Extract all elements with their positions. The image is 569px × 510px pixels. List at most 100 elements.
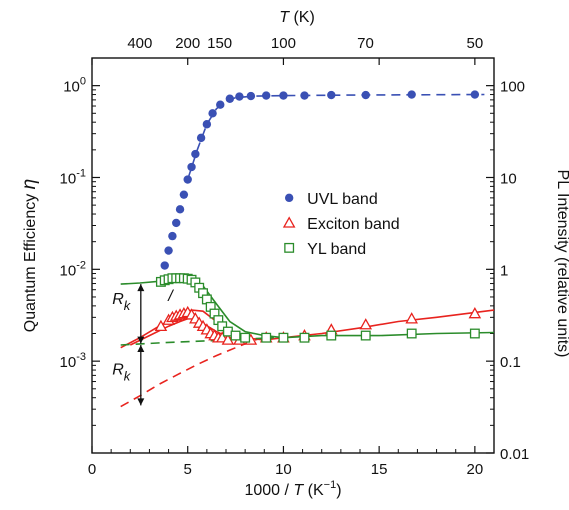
y-left-tick-label: 10-1	[60, 167, 86, 187]
x-axis-title: 1000 / T (K−1)	[244, 479, 341, 499]
y-left-axis-title: Quantum Efficiency η	[19, 179, 40, 332]
rk-arrow-upper-head	[137, 284, 145, 292]
y-left-tick-exponent: -3	[76, 351, 86, 363]
rk-annotation-var: R	[112, 291, 124, 308]
y-right-axis-title: PL Intensity (relative units)	[554, 170, 569, 358]
exciton-band-point	[359, 318, 373, 330]
x-axis-title-close: )	[336, 482, 341, 499]
uvl-band-point	[183, 175, 192, 184]
yl-dashed-line	[120, 336, 274, 346]
uvl-band-point	[164, 246, 173, 255]
y-right-tick-label: 1	[500, 262, 508, 279]
y-left-axis-title-var: η	[19, 179, 40, 190]
legend: UVL band Exciton band YL band	[282, 191, 400, 258]
uvl-band-point	[246, 91, 256, 101]
yl-fit-line	[120, 277, 495, 339]
uvl-band-point	[168, 231, 177, 241]
legend-label: YL band	[307, 241, 366, 258]
x-axis-title-exp: −1	[324, 479, 337, 491]
y-left-tick-label: 10-2	[60, 259, 86, 279]
y-right-tick-label: 0.01	[500, 446, 529, 463]
axes-frame	[91, 57, 495, 454]
rk-annotation: Rk	[112, 291, 132, 313]
y-left-tick-mantissa: 10	[60, 354, 77, 371]
yl-band-point	[469, 328, 480, 339]
uvl-band-point	[225, 94, 235, 103]
uvl-band-point	[216, 100, 225, 109]
legend-label: Exciton band	[307, 216, 400, 233]
exciton-band-point	[468, 307, 482, 319]
x-tick-label: 15	[371, 461, 388, 478]
uvl-band-point	[470, 90, 480, 99]
rk-annotation-var: R	[112, 361, 124, 378]
x-tick-label: 0	[88, 461, 96, 478]
yl-band-point	[261, 332, 272, 343]
uvl-band-point	[172, 218, 181, 228]
yl-band-point	[230, 330, 241, 341]
top-axis-title-var: T	[279, 9, 290, 26]
top-tick-label: 400	[127, 35, 152, 52]
top-tick-label: 200	[175, 35, 200, 52]
top-tick-label: 50	[467, 35, 484, 52]
x-axis-title-main: 1000 /	[244, 482, 293, 499]
uvl-band-point	[202, 120, 212, 129]
x-axis-title-var: T	[293, 482, 304, 499]
rk-annotation-sub: k	[124, 368, 132, 383]
yl-band-point	[326, 330, 337, 341]
uvl-band-point	[175, 205, 185, 214]
top-tick-label: 100	[271, 35, 296, 52]
rk-arrow-upper-head	[137, 336, 145, 344]
rk-arrow-lower-head	[137, 398, 145, 406]
y-left-tick-mantissa: 10	[60, 262, 77, 279]
y-left-tick-exponent: -1	[76, 167, 86, 179]
uvl-band-point	[300, 91, 309, 100]
uvl-band-point	[191, 149, 200, 159]
uvl-band-point	[187, 162, 196, 172]
y-left-tick-label: 100	[63, 76, 86, 96]
rk-arrow-lower-head	[137, 344, 145, 352]
rk-annotation-sub: k	[124, 298, 132, 313]
uvl-band-point	[407, 90, 416, 99]
uvl-band-point	[160, 261, 169, 270]
y-left-tick-exponent: -2	[76, 259, 86, 271]
exciton-band-point	[154, 319, 168, 332]
legend-marker	[284, 242, 295, 253]
y-left-tick-mantissa: 10	[63, 79, 80, 96]
uvl-band-point	[196, 133, 206, 143]
y-right-tick-label: 0.1	[500, 354, 521, 371]
uvl-band-point	[327, 90, 336, 100]
yl-band-point	[406, 328, 417, 339]
y-left-axis-title-main: Quantum Efficiency	[22, 189, 39, 332]
rk-annotation: Rk	[112, 361, 132, 383]
top-axis-title-unit: (K)	[289, 9, 315, 26]
legend-label: UVL band	[307, 191, 378, 208]
yl-band-point	[217, 321, 228, 332]
annotation-mark: /	[167, 288, 174, 305]
uvl-band-point	[235, 92, 244, 101]
y-right-tick-label: 10	[500, 170, 517, 187]
x-tick-label: 10	[275, 461, 292, 478]
x-tick-label: 20	[467, 461, 484, 478]
uvl-band-point	[262, 91, 271, 100]
uvl-band-point	[208, 109, 217, 118]
exciton-band-point	[221, 333, 235, 345]
plot-frame	[91, 57, 495, 454]
uvl-band-point	[179, 190, 189, 199]
yl-band-point	[299, 332, 310, 343]
x-tick-label: 5	[184, 461, 192, 478]
yl-band-point	[360, 330, 371, 341]
yl-band-point	[240, 332, 251, 343]
x-axis-title-unit: (K	[303, 482, 324, 499]
top-axis-title: T (K)	[279, 9, 315, 26]
y-left-tick-label: 10-3	[60, 351, 86, 371]
uvl-band-point	[361, 90, 370, 100]
exciton-band-point	[405, 312, 418, 324]
y-right-tick-label: 100	[500, 79, 525, 96]
uvl-fit-line	[186, 93, 485, 180]
y-left-tick-exponent: 0	[80, 76, 86, 88]
legend-marker	[284, 193, 294, 203]
y-left-tick-mantissa: 10	[60, 170, 77, 187]
